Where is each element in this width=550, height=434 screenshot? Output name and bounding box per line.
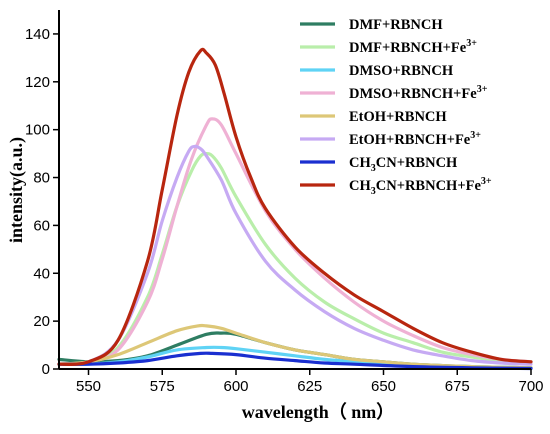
y-tick-label: 20 (33, 313, 50, 330)
series-line-4 (57, 117, 533, 366)
legend-label-7: CH3CN+RBNCH (349, 155, 458, 174)
x-tick-label: 625 (297, 378, 322, 395)
legend-label-4: DMSO+RBNCH+Fe3+ (349, 84, 488, 102)
y-tick-label: 120 (25, 74, 50, 91)
legend-label-5: EtOH+RBNCH (349, 109, 447, 125)
y-tick-label: 80 (33, 170, 50, 187)
y-tick-label: 140 (25, 26, 50, 43)
legend-label-2: DMF+RBNCH+Fe3+ (349, 38, 477, 56)
series-line-8 (57, 47, 533, 366)
x-tick-label: 700 (518, 378, 543, 395)
x-tick-label: 575 (150, 378, 175, 395)
legend-label-6: EtOH+RBNCH+Fe3+ (349, 130, 481, 148)
x-tick-label: 600 (223, 378, 248, 395)
x-axis-title: wavelength（ nm） (242, 402, 395, 422)
series-layer (57, 47, 533, 371)
ticks-layer: 550 575 600 625 650 675 700 0 20 40 60 80 100 120 140 (25, 26, 544, 395)
series-line-6 (57, 144, 533, 366)
series-line-5 (57, 323, 533, 370)
y-axis-title: intensity(a.u.) (6, 137, 27, 243)
axes-layer (58, 10, 531, 370)
y-tick-label: 0 (42, 361, 50, 378)
legend-label-1: DMF+RBNCH (349, 17, 443, 33)
y-tick-label: 40 (33, 265, 50, 282)
y-tick-label: 100 (25, 122, 50, 139)
legend-label-8: CH3CN+RBNCH+Fe3+ (349, 176, 492, 197)
legend-label-3: DMSO+RBNCH (349, 63, 454, 79)
x-tick-label: 675 (445, 378, 470, 395)
x-tick-label: 550 (76, 378, 101, 395)
y-tick-label: 60 (33, 217, 50, 234)
legend: DMF+RBNCH DMF+RBNCH+Fe3+ DMSO+RBNCH DMSO+RB… (300, 17, 492, 197)
x-tick-label: 650 (371, 378, 396, 395)
series-line-7 (57, 351, 533, 371)
